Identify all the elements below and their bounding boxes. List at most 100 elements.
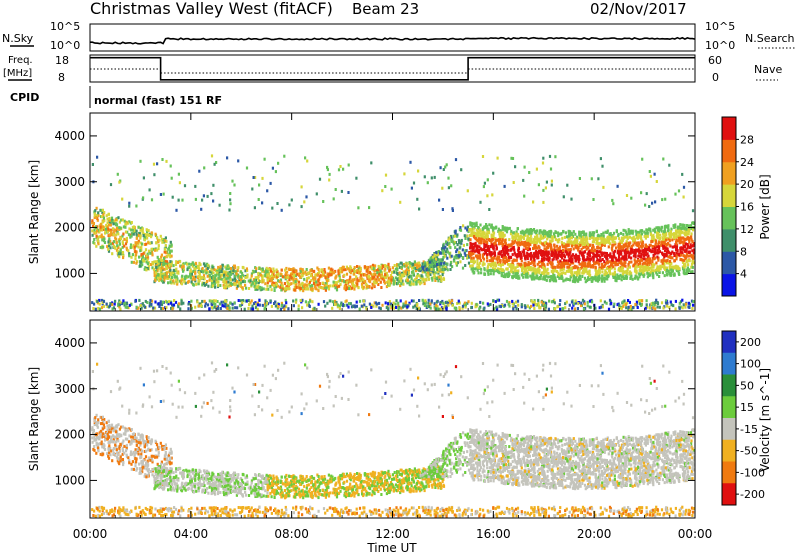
power-cell (271, 281, 274, 285)
power-cell (449, 234, 453, 238)
power-cell (182, 301, 185, 305)
power-cell (678, 228, 681, 232)
power-cell (253, 279, 256, 283)
power-cell (581, 242, 585, 246)
power-cell (350, 279, 353, 283)
power-cell (145, 268, 148, 272)
power-cell (164, 306, 167, 310)
power-cell (151, 266, 154, 270)
power-cell (224, 265, 227, 269)
power-cell (514, 236, 517, 240)
power-cell (198, 261, 201, 265)
power-cell (453, 259, 456, 263)
power-cell (209, 270, 212, 274)
power-cell (213, 302, 216, 306)
power-cell (599, 157, 602, 161)
power-cell (254, 306, 258, 310)
power-cell (551, 248, 554, 252)
power-cell (176, 277, 179, 281)
power-cell (664, 224, 667, 228)
power-cell (383, 269, 386, 273)
power-cell (190, 274, 193, 278)
power-cell (228, 270, 231, 274)
power-cell (367, 279, 370, 283)
power-cell (455, 263, 458, 267)
power-cell (200, 302, 203, 306)
power-cell (478, 245, 481, 249)
power-cell (658, 275, 661, 278)
power-cell (500, 270, 503, 274)
power-cell (101, 220, 104, 224)
power-cell (94, 209, 97, 213)
power-cell (140, 306, 143, 310)
power-cell (130, 302, 133, 306)
power-cell (560, 260, 563, 264)
power-cell (118, 227, 121, 231)
power-cell (131, 253, 134, 257)
power-cell (466, 255, 469, 259)
power-cell (237, 159, 240, 163)
power-cell (476, 262, 479, 265)
power-cell (314, 275, 317, 279)
power-cell (684, 242, 687, 246)
power-cell (235, 280, 239, 284)
power-cell (120, 218, 123, 222)
power-cell (425, 277, 428, 281)
power-cell (364, 280, 367, 283)
power-cell (502, 275, 505, 278)
power-cell (611, 248, 614, 252)
power-cell (448, 254, 452, 258)
power-cell (568, 257, 571, 261)
power-cell (553, 234, 556, 238)
power-cell (308, 305, 311, 308)
power-cell (588, 277, 591, 281)
power-cell (585, 258, 588, 262)
power-cell (612, 305, 615, 308)
power-cell (475, 247, 478, 251)
power-cell (587, 264, 590, 268)
power-cell (159, 275, 162, 279)
power-cell (150, 302, 153, 306)
power-cell (544, 250, 547, 254)
power-cell (388, 282, 391, 286)
power-cell (388, 279, 391, 283)
power-cell (356, 279, 359, 283)
power-cell (150, 198, 154, 202)
power-cell (187, 307, 190, 311)
power-cell (646, 228, 649, 232)
power-cell (99, 235, 102, 239)
power-cell (224, 299, 227, 303)
power-cell (514, 305, 517, 309)
power-cell (410, 186, 413, 190)
power-cell (444, 266, 447, 269)
power-cell (427, 277, 430, 281)
power-cell (222, 283, 225, 287)
power-cell (612, 276, 615, 279)
power-cell (174, 269, 177, 273)
power-cell (627, 243, 631, 247)
power-cell (165, 306, 168, 310)
power-cell (409, 160, 412, 164)
power-cell (169, 249, 172, 253)
power-cell (691, 209, 695, 213)
power-cell (420, 274, 423, 278)
power-cell (464, 226, 467, 230)
power-cell (286, 276, 289, 279)
power-cell (592, 255, 595, 259)
power-cell (129, 246, 132, 250)
power-cell (459, 228, 463, 232)
power-cell (516, 269, 519, 273)
power-cell (198, 302, 201, 306)
power-cell (239, 283, 242, 287)
power-cell (477, 249, 481, 253)
power-cell (557, 251, 560, 255)
power-cell (562, 271, 565, 275)
power-cell (476, 239, 480, 243)
power-cell (166, 275, 169, 279)
power-cell (150, 247, 153, 251)
power-cell (264, 273, 267, 277)
power-cell (447, 176, 450, 180)
power-cell (421, 298, 424, 302)
power-cell (324, 281, 327, 285)
power-cell (682, 267, 685, 271)
